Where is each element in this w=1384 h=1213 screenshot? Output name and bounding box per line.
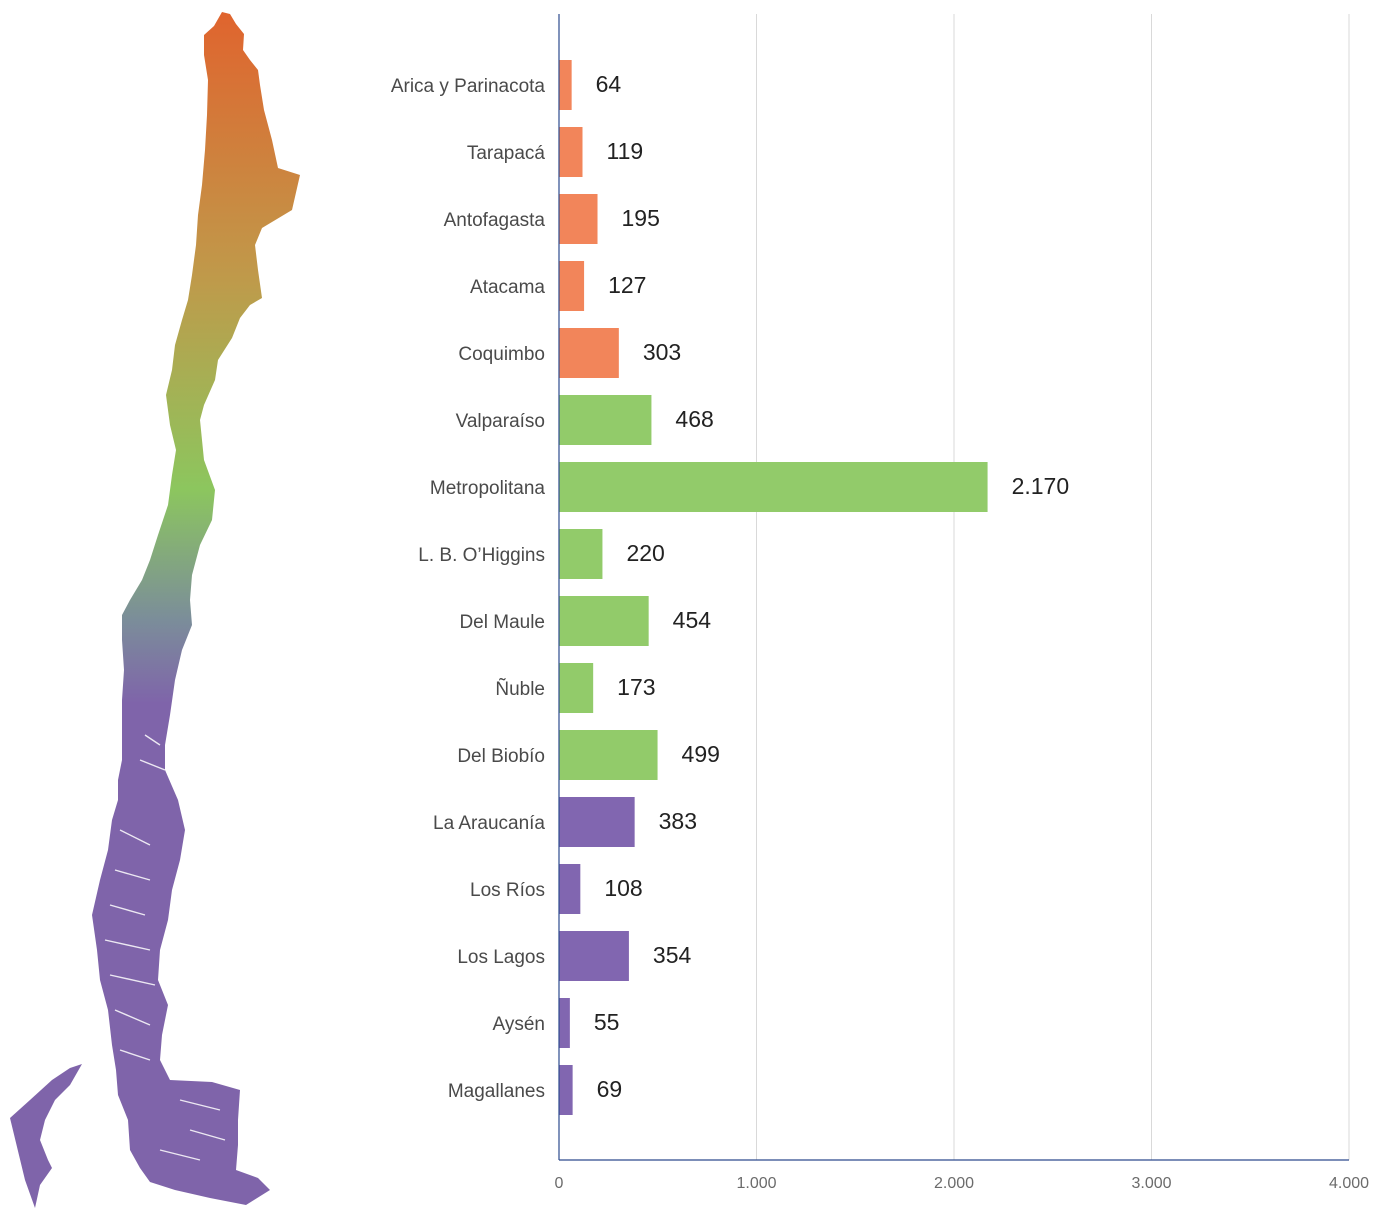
value-label-13: 354 [653, 942, 692, 968]
value-label-7: 220 [626, 540, 664, 566]
value-label-3: 127 [608, 272, 646, 298]
category-label-6: Metropolitana [430, 478, 546, 499]
bar-13 [559, 931, 629, 981]
bar-7 [559, 529, 603, 579]
category-label-1: Tarapacá [467, 143, 546, 164]
x-tick-label-2: 2.000 [934, 1175, 974, 1192]
grid-lines [756, 14, 1350, 1160]
chile-mainland-shape [92, 12, 300, 1205]
bar-3 [559, 261, 585, 311]
x-tick-label-1: 1.000 [736, 1175, 776, 1192]
value-label-0: 64 [596, 71, 622, 97]
bar-4 [559, 328, 619, 378]
chile-map [0, 0, 320, 1208]
value-label-10: 499 [682, 741, 720, 767]
x-tick-label-4: 4.000 [1329, 1175, 1369, 1192]
bar-15 [559, 1065, 573, 1115]
bar-9 [559, 663, 594, 713]
value-label-6: 2.170 [1012, 473, 1070, 499]
bar-11 [559, 797, 635, 847]
value-label-11: 383 [659, 808, 697, 834]
bar-1 [559, 127, 583, 177]
category-label-13: Los Lagos [457, 947, 545, 968]
bar-10 [559, 730, 658, 780]
x-tick-label-0: 0 [555, 1175, 564, 1192]
bar-14 [559, 998, 570, 1048]
category-label-8: Del Maule [459, 612, 545, 633]
category-label-14: Aysén [493, 1014, 545, 1035]
value-label-15: 69 [597, 1076, 623, 1102]
category-label-9: Ñuble [495, 678, 545, 700]
tierra-del-fuego-shape [10, 1064, 82, 1208]
value-label-9: 173 [617, 674, 655, 700]
bar-6 [559, 462, 988, 512]
category-label-12: Los Ríos [470, 880, 545, 901]
value-label-2: 195 [622, 205, 660, 231]
value-labels: 64 119 195 127 303 468 2.170 220 454 173 499 383 108… [594, 71, 1069, 1102]
value-label-12: 108 [604, 875, 642, 901]
x-tick-label-3: 3.000 [1131, 1175, 1171, 1192]
category-label-11: La Araucanía [433, 813, 545, 834]
value-label-4: 303 [643, 339, 681, 365]
bars [559, 60, 988, 1115]
chile-map-icon [10, 12, 300, 1208]
category-label-5: Valparaíso [456, 411, 545, 432]
fjord-cuts [104, 734, 226, 1161]
category-label-10: Del Biobío [457, 746, 545, 767]
category-labels: Arica y Parinacota Tarapacá Antofagasta Ata… [391, 76, 546, 1102]
category-label-0: Arica y Parinacota [391, 76, 546, 97]
bar-8 [559, 596, 649, 646]
bar-5 [559, 395, 652, 445]
value-label-5: 468 [675, 406, 713, 432]
value-label-8: 454 [673, 607, 712, 633]
value-label-14: 55 [594, 1009, 620, 1035]
bar-0 [559, 60, 572, 110]
bar-2 [559, 194, 598, 244]
category-label-7: L. B. O’Higgins [418, 545, 545, 566]
category-label-4: Coquimbo [458, 344, 545, 365]
bar-12 [559, 864, 581, 914]
category-label-3: Atacama [470, 277, 545, 298]
category-label-15: Magallanes [448, 1081, 545, 1102]
value-label-1: 119 [607, 138, 644, 164]
category-label-2: Antofagasta [444, 210, 546, 231]
x-tick-labels: 0 1.000 2.000 3.000 4.000 [555, 1175, 1370, 1192]
